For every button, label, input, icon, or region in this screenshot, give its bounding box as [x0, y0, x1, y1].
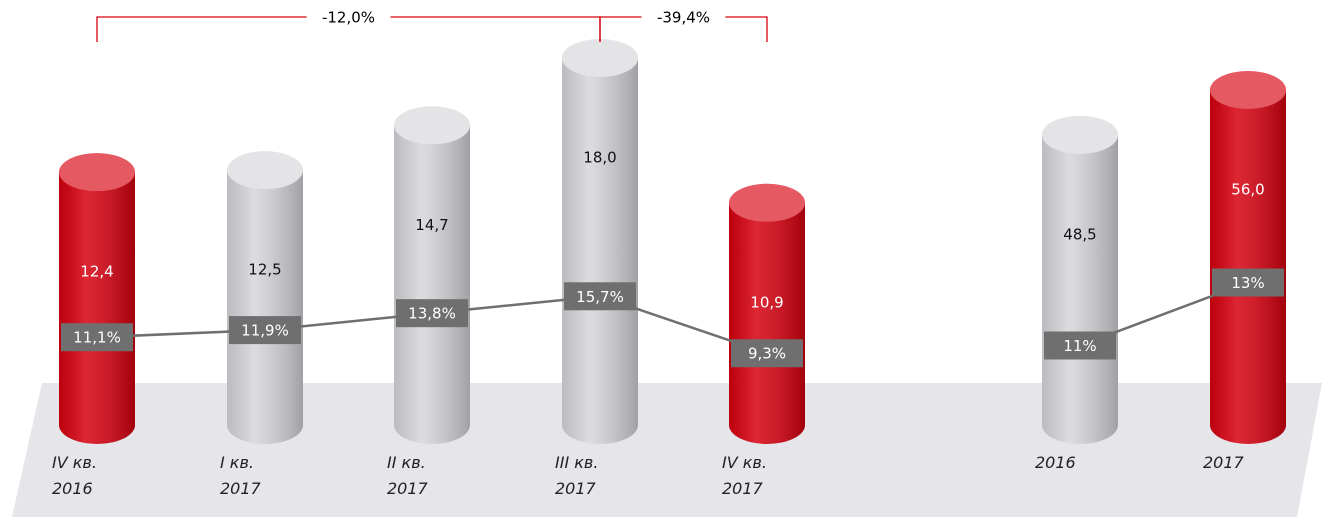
- line-point-box: [396, 299, 468, 328]
- bar-shade: [562, 58, 638, 444]
- bar-shade: [1210, 90, 1286, 444]
- bracket-gap: [306, 6, 391, 28]
- bar-top: [394, 106, 470, 145]
- annotation: -39,4%: [657, 9, 710, 27]
- x-tick-label: II кв. 2017: [387, 453, 428, 498]
- bar-top-light: [729, 183, 805, 222]
- x-tick-label: III кв. 2017: [555, 453, 599, 498]
- bar-top: [1042, 115, 1118, 154]
- line-value-label: 13,8%: [408, 305, 456, 323]
- bar-top: [59, 153, 135, 192]
- bar-value-label: 10,9: [750, 293, 783, 311]
- bar-top-light: [1210, 71, 1286, 109]
- line-value-label: 11,1%: [73, 329, 121, 347]
- bar-value-label: 12,5: [248, 261, 281, 279]
- bar-value-label: 48,5: [1063, 225, 1096, 243]
- bar-top: [1210, 71, 1286, 109]
- bracket-gap: [641, 6, 726, 28]
- bar-top-light: [1042, 115, 1118, 154]
- line-value-label: 11%: [1063, 337, 1096, 355]
- line-value-label: 9,3%: [748, 345, 786, 363]
- bar-top-light: [562, 39, 638, 77]
- x-tick-label: IV кв. 2016: [52, 453, 97, 498]
- bar-value-label: 56,0: [1231, 181, 1264, 199]
- line-point-box: [229, 316, 301, 345]
- bar-shade: [729, 202, 805, 444]
- line-point-box: [1044, 331, 1116, 360]
- bar-top-light: [394, 106, 470, 145]
- line-value-label: 15,7%: [576, 288, 624, 306]
- bar-shade: [1042, 134, 1118, 444]
- bar-top-light: [59, 153, 135, 192]
- annotation: -12,0%: [322, 9, 375, 27]
- x-tick-label: 2016: [1035, 453, 1076, 472]
- bar-value-label: 18,0: [583, 149, 616, 167]
- bar-shade: [227, 170, 303, 444]
- x-tick-label: 2017: [1203, 453, 1244, 472]
- line-point-box: [61, 323, 133, 352]
- bar-top: [729, 183, 805, 222]
- bar-shade: [394, 125, 470, 445]
- bar-top: [562, 39, 638, 77]
- bar-value-label: 14,7: [415, 216, 448, 234]
- bar-shade: [59, 172, 135, 444]
- line-value-label: 11,9%: [241, 322, 289, 340]
- floor: [12, 383, 1322, 517]
- line-value-label: 13%: [1231, 274, 1264, 292]
- line-point-box: [1212, 268, 1284, 297]
- bar-top-light: [227, 151, 303, 190]
- bar-value-label: 12,4: [80, 263, 113, 281]
- x-tick-label: I кв. 2017: [220, 453, 261, 498]
- bar-top: [227, 151, 303, 190]
- x-tick-label: IV кв. 2017: [722, 453, 767, 498]
- line-point-box: [564, 282, 636, 311]
- line-point-box: [731, 339, 803, 368]
